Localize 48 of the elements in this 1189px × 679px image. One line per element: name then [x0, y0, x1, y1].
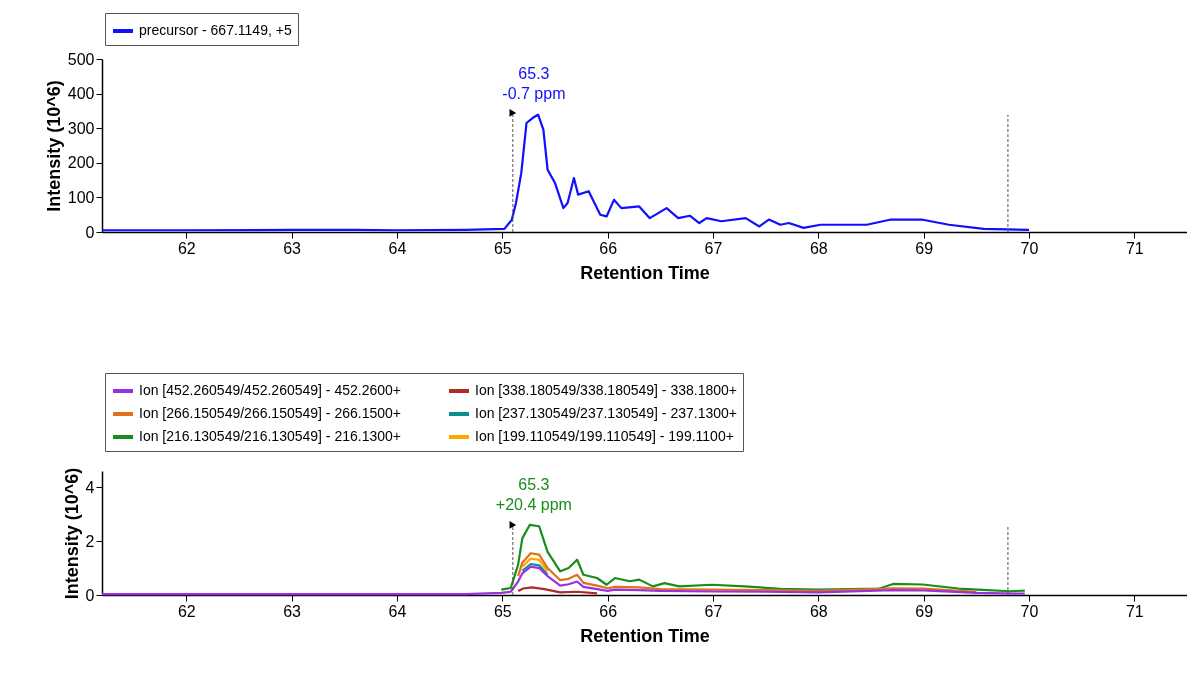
line-series	[521, 562, 549, 576]
x-tick-label: 68	[809, 602, 828, 620]
y-tick-label: 400	[67, 85, 95, 103]
x-tick-label: 64	[388, 602, 407, 620]
x-tick-label: 71	[1125, 602, 1144, 620]
legend-label: Ion [237.130549/237.130549] - 237.1300+	[475, 405, 737, 421]
x-tick-label: 66	[599, 602, 618, 620]
line-series	[100, 565, 1026, 596]
x-tick-label: 63	[283, 239, 302, 257]
x-tick-label: 64	[388, 239, 407, 257]
line-series	[100, 113, 1031, 232]
y-tick-label: 0	[85, 223, 95, 241]
x-tick-label: 62	[177, 602, 196, 620]
y-tick-label: 2	[85, 532, 95, 550]
x-tick-label: 68	[809, 239, 828, 257]
y-axis-title: Intensity (10^6)	[61, 467, 82, 600]
x-tick-label: 67	[704, 239, 723, 257]
y-tick-label: 4	[85, 478, 95, 496]
legend-label: Ion [266.150549/266.150549] - 266.1500+	[139, 405, 401, 421]
y-tick-label: 500	[67, 50, 95, 68]
line-series	[500, 523, 1026, 593]
x-tick-label: 71	[1125, 239, 1144, 257]
x-tick-label: 65	[493, 602, 512, 620]
y-tick-label: 300	[67, 119, 95, 137]
annotation: 65.3 -0.7 ppm	[502, 65, 566, 103]
x-tick-label: 62	[177, 239, 196, 257]
x-tick-label: 70	[1020, 602, 1039, 620]
y-tick-label: 100	[67, 188, 95, 206]
line-series	[521, 557, 549, 573]
x-axis-title: Retention Time	[580, 262, 710, 283]
line-series	[516, 552, 978, 593]
legend-label: Ion [338.180549/338.180549] - 338.1800+	[475, 382, 737, 398]
x-tick-label: 69	[915, 602, 934, 620]
y-axis-title: Intensity (10^6)	[43, 80, 64, 212]
y-tick-label: 0	[85, 586, 95, 604]
annotation: 65.3 +20.4 ppm	[495, 475, 572, 513]
legend-label: Ion [452.260549/452.260549] - 452.2600+	[139, 382, 401, 398]
y-tick-label: 200	[67, 154, 95, 172]
x-tick-label: 66	[599, 239, 618, 257]
x-tick-label: 69	[915, 239, 934, 257]
x-tick-label: 65	[493, 239, 512, 257]
x-axis-title: Retention Time	[580, 625, 710, 646]
legend-label: precursor - 667.1149, +5	[139, 22, 292, 38]
legend-label: Ion [216.130549/216.130549] - 216.1300+	[139, 428, 401, 444]
x-tick-label: 70	[1020, 239, 1039, 257]
legend-label: Ion [199.110549/199.110549] - 199.1100+	[475, 428, 734, 444]
x-tick-label: 63	[283, 602, 302, 620]
x-tick-label: 67	[704, 602, 723, 620]
